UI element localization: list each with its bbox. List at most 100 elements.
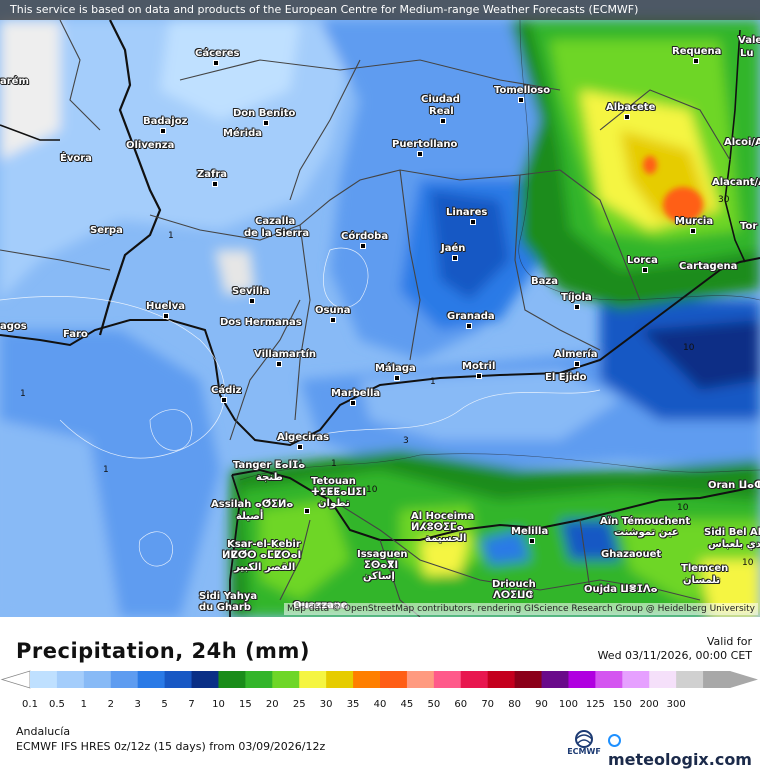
city-label[interactable]: Murcia [675,216,714,227]
city-label[interactable]: ⴷⵔⵉⵡⵛ [493,590,533,601]
city-label[interactable]: Real [429,106,454,117]
city-label[interactable]: Baza [531,276,558,287]
scale-tick-label: 35 [346,699,360,710]
meteologix-logo[interactable]: meteologix.com [608,731,760,769]
city-label[interactable]: Tetouan [311,476,356,487]
scale-tick-label: 70 [481,699,495,710]
city-marker [642,267,648,273]
city-label[interactable]: Faro [63,329,88,340]
city-label[interactable]: Assilah ⴰⵚⵉⵍⴰ [211,499,294,510]
city-label[interactable]: Cartagena [679,261,738,272]
city-label[interactable]: Dos Hermanas [220,317,302,328]
city-label[interactable]: Tor [740,221,758,232]
city-label[interactable]: Tomelloso [494,85,551,96]
city-label[interactable]: Évora [60,153,92,164]
city-label[interactable]: Motril [462,361,496,372]
contour-label: 10 [366,485,378,495]
scale-swatch [380,671,408,688]
city-label[interactable]: agos [0,321,27,332]
city-label[interactable]: Sevilla [232,286,270,297]
city-label[interactable]: Osuna [315,305,351,316]
city-label[interactable]: Don Benito [233,108,296,119]
city-label[interactable]: Alcoi/A [724,137,760,148]
city-label[interactable]: Lu [740,48,754,59]
city-label[interactable]: Marbella [331,388,381,399]
city-label[interactable]: Jaén [441,243,466,254]
scale-swatch [299,671,327,688]
city-label[interactable]: Puertollano [392,139,458,150]
contour-label: 10 [683,343,695,353]
city-label[interactable]: Tlemcen [681,563,729,574]
precipitation-map[interactable]: 1 1 1 1 1 1 3 10 10 10 10 30 This servic… [0,0,760,617]
city-label[interactable]: Alacant/A [712,177,760,188]
city-label[interactable]: Requena [672,46,722,57]
scale-swatch [487,671,516,688]
city-label[interactable]: Linares [446,207,488,218]
city-label[interactable]: Driouch [492,579,536,590]
city-marker [529,538,535,544]
city-label[interactable]: Ciudad [421,94,460,105]
region-name: Andalucía [16,725,71,738]
city-label[interactable]: ⵍⵃⵓⵙⵉⵎⴰ [411,522,464,533]
city-marker [466,323,472,329]
city-label[interactable]: ⵜⵉⵟⵟⴰⵡⵉⵏ [311,487,367,498]
city-label[interactable]: سيدي بلعباس [708,539,760,550]
city-label[interactable]: Cádiz [211,385,242,396]
city-label[interactable]: الحسيمة [425,533,467,544]
city-marker [693,58,699,64]
city-label[interactable]: Cazalla [255,216,296,227]
city-label[interactable]: Zafra [197,169,228,180]
contour-label: 1 [168,231,174,241]
city-label[interactable]: Málaga [375,363,416,374]
city-label[interactable]: Serpa [90,225,123,236]
city-label[interactable]: Oujda ⵡⴻⵊⴷⴰ [584,584,658,595]
city-label[interactable]: إساكن [363,571,395,582]
city-label[interactable]: عين تموشنت [614,527,679,538]
city-label[interactable]: Albacete [606,102,656,113]
scale-swatch [218,671,246,688]
city-label[interactable]: Issaguen [357,549,408,560]
city-label[interactable]: Huelva [146,301,185,312]
city-label[interactable]: تطوان [318,498,350,509]
city-label[interactable]: Algeciras [277,432,330,443]
city-label[interactable]: Villamartín [254,349,317,360]
city-marker [417,151,423,157]
city-label[interactable]: Sidi Bel Ab [704,527,760,538]
scale-tick-label: 3 [134,699,141,710]
city-label[interactable]: Almería [554,349,598,360]
city-label[interactable]: Al Hoceima [411,511,475,522]
city-label[interactable]: Mérida [223,128,262,139]
scale-tick-label: 5 [161,699,168,710]
city-label[interactable]: Tanger ⵟⴰⵏⵊⴰ [233,460,306,471]
city-label[interactable]: Cáceres [195,48,240,59]
city-label[interactable]: أصيلة [236,511,264,522]
city-label[interactable]: Badajoz [143,116,188,127]
map-attribution: Map data © OpenStreetMap contributors, r… [284,603,758,615]
city-label[interactable]: القصر الكبير [234,562,296,573]
city-marker [249,298,255,304]
city-label[interactable]: تلمسان [683,575,721,586]
model-info: ECMWF IFS HRES 0z/12z (15 days) from 03/… [16,740,326,753]
city-label[interactable]: Aïn Témouchent [600,516,691,527]
city-label[interactable]: arém [0,76,29,87]
city-label[interactable]: Vale [738,35,760,46]
city-label[interactable]: Lorca [627,255,658,266]
city-label[interactable]: Sidi Yahya [199,591,258,602]
city-label[interactable]: du Gharb [199,602,251,613]
city-label[interactable]: de la Sierra [244,228,310,239]
city-label[interactable]: Granada [447,311,495,322]
scale-tick-label: 200 [639,699,659,710]
city-marker [624,114,630,120]
ecmwf-logo[interactable]: ECMWF [562,728,606,758]
city-label[interactable]: Melilla [511,526,549,537]
city-label[interactable]: ⵍⵇⵚⵔ ⴰⵎⵇⵔⴰⵏ [222,550,302,561]
city-label[interactable]: Olivenza [126,140,175,151]
city-label[interactable]: طنجة [256,472,283,483]
city-label[interactable]: Ksar-el-Kebir [227,539,301,550]
city-label[interactable]: Ghazaouet [601,549,662,560]
city-label[interactable]: El Ejido [545,372,587,383]
city-label[interactable]: Oran ⵡⴰⵀⵔⴰⵏ [708,480,760,491]
city-label[interactable]: Córdoba [341,231,389,242]
city-label[interactable]: ⵉⵙⴰⴳⵏ [364,560,399,571]
city-label[interactable]: Tíjola [561,292,592,303]
